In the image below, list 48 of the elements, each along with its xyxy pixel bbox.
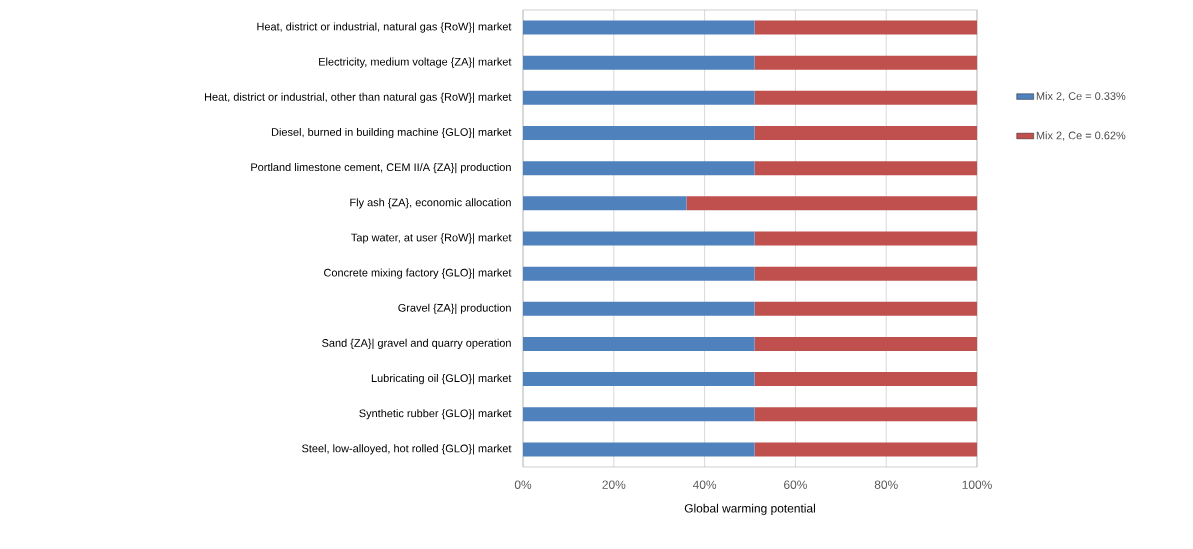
bar — [523, 55, 755, 70]
bar — [523, 196, 687, 211]
x-tick-label: 40% — [692, 480, 717, 489]
bar — [523, 442, 755, 457]
y-tick-label: Lubricating oil {GLO}| market — [371, 373, 512, 385]
legend-label: Mix 2, Ce = 0.33% — [1036, 91, 1126, 102]
y-tick-label: Synthetic rubber {GLO}| market — [359, 409, 512, 420]
bar — [754, 126, 978, 141]
x-tick-label: 0% — [514, 480, 532, 489]
x-tick-label: 20% — [602, 480, 626, 489]
y-tick-label: Heat, district or industrial, natural gas {RoW}| market — [257, 22, 512, 33]
y-tick-label: Sand {ZA}| gravel and quarry operation — [322, 338, 511, 350]
bar — [523, 301, 755, 316]
x-tick-label: 100% — [962, 480, 992, 489]
bar — [523, 336, 755, 351]
bar — [523, 126, 755, 141]
y-tick-label: Electricity, medium voltage {ZA}| market — [319, 57, 512, 68]
bar — [754, 407, 978, 422]
bar — [754, 55, 978, 70]
bar — [754, 161, 978, 176]
bar — [523, 90, 755, 105]
y-tick-label: Heat, district or industrial, other than natural gas {RoW}| market — [204, 92, 512, 104]
y-tick-label: Gravel {ZA}| production — [398, 303, 511, 314]
y-tick-label: Diesel, burned in building machine {GLO}| market — [271, 127, 512, 139]
x-tick-label: 60% — [784, 480, 807, 489]
bar — [523, 266, 755, 281]
bar — [523, 20, 755, 35]
bar — [523, 407, 755, 422]
bar — [523, 161, 755, 176]
bar — [754, 372, 978, 387]
bar — [686, 196, 978, 211]
bar — [523, 231, 755, 246]
bar — [754, 90, 978, 105]
legend-label: Mix 2, Ce = 0.62% — [1036, 131, 1126, 141]
bar — [754, 231, 978, 246]
x-tick-label: 80% — [874, 480, 898, 489]
bar — [754, 442, 978, 457]
bar — [754, 336, 978, 351]
bar — [754, 301, 978, 316]
y-tick-label: Fly ash {ZA}, economic allocation — [350, 198, 511, 209]
bar — [754, 266, 978, 281]
y-tick-label: Steel, low-alloyed, hot rolled {GLO}| market — [302, 444, 512, 455]
y-tick-label: Tap water, at user {RoW}| market — [351, 233, 512, 244]
y-tick-label: Portland limestone cement, CEM II/A {ZA}| production — [251, 163, 511, 174]
bar — [523, 372, 755, 387]
y-tick-label: Concrete mixing factory {GLO}| market — [324, 268, 512, 279]
x-axis-title: Global warming potential — [684, 503, 815, 515]
bar — [754, 20, 978, 35]
